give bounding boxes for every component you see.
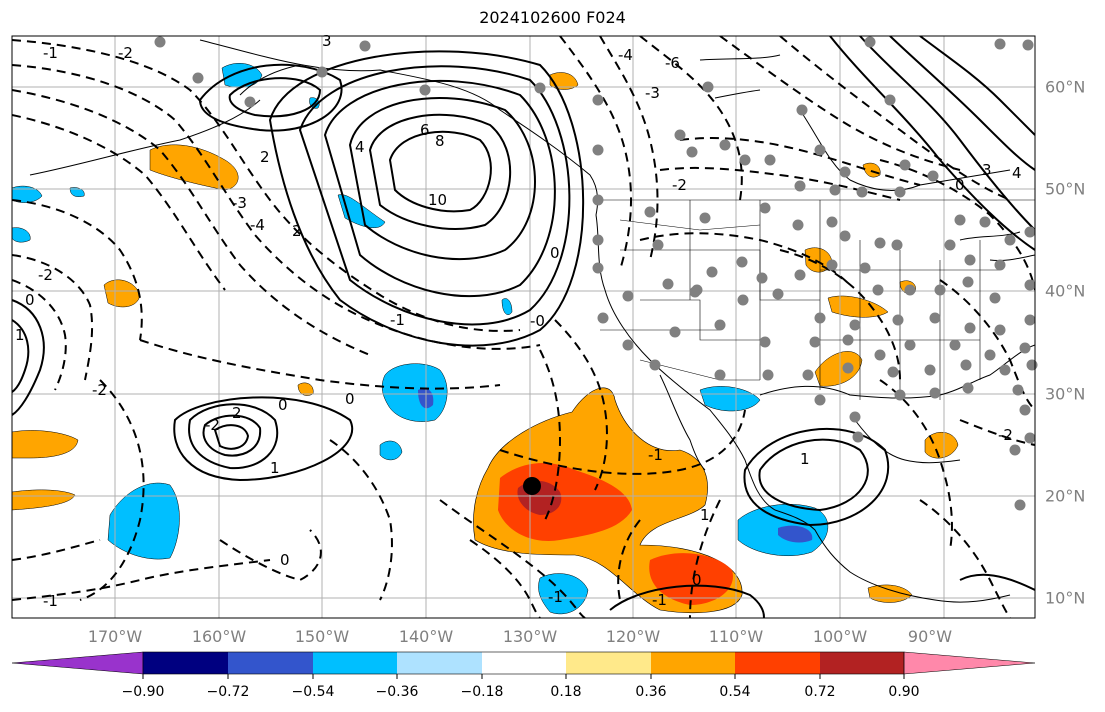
longitude-label: 150°W [294, 627, 350, 646]
colorbar-cell [482, 652, 566, 674]
contour-label: 0 [25, 291, 35, 309]
colorbar-tick-label: −0.90 [121, 684, 165, 700]
contour-label: -2 [205, 416, 220, 434]
longitude-label: 90°W [907, 627, 953, 646]
colorbar-tick-label: −0.36 [375, 684, 419, 700]
contour-label: -2 [38, 266, 53, 284]
contour-label: -4 [618, 46, 633, 64]
colorbar-cell [228, 652, 313, 674]
contour-label: 8 [435, 132, 445, 150]
contour-label: -1 [390, 311, 405, 329]
colorbar-cell [735, 652, 820, 674]
contour-label: -3 [232, 194, 247, 212]
longitude-label: 100°W [812, 627, 868, 646]
station-markers [154, 36, 1038, 511]
map-title: 2024102600 F024 [479, 8, 626, 27]
colorbar-tick-label: 0.54 [719, 684, 751, 700]
contour-label: -0 [530, 312, 545, 330]
colorbar-tick-label: 0.18 [550, 684, 582, 700]
colorbar [11, 651, 1036, 679]
lat-lon-grid [12, 36, 1035, 618]
contour-label: 0 [692, 571, 702, 589]
colorbar-cell [143, 652, 228, 674]
colorbar-tick-label: −0.72 [206, 684, 250, 700]
negative-anomaly-region [381, 363, 448, 422]
contour-label: -6 [665, 54, 680, 72]
longitude-label: 160°W [191, 627, 247, 646]
contour-label: 0 [280, 551, 290, 569]
contour-label: -1 [652, 591, 667, 609]
colorbar-cell [651, 652, 735, 674]
map-frame [11, 35, 1036, 619]
contour-label: 1 [15, 326, 25, 344]
contour-label: -2 [672, 176, 687, 194]
contour-label: 10 [428, 191, 447, 209]
longitude-label: 120°W [605, 627, 661, 646]
contour-label: -3 [645, 84, 660, 102]
anomaly-fills [12, 63, 959, 615]
contour-label: -2 [998, 426, 1013, 444]
contour-label: 2 [260, 148, 270, 166]
contour-label: 0 [550, 244, 560, 262]
colorbar-tick-label: 0.90 [888, 684, 920, 700]
longitude-label: 130°W [502, 627, 558, 646]
political-borders [596, 199, 1035, 400]
contour-label: 2 [232, 404, 242, 422]
latitude-label: 40°N [1045, 281, 1086, 301]
contour-label: 1 [270, 459, 280, 477]
contour-label: -1 [548, 588, 563, 606]
contour-label: 0 [345, 390, 355, 408]
latitude-label: 50°N [1045, 179, 1086, 199]
latitude-label: 30°N [1045, 384, 1086, 404]
contour-label: 6 [420, 121, 430, 139]
contour-label: 0 [278, 396, 288, 414]
contour-label: -2 [118, 44, 133, 62]
colorbar-cell [397, 652, 482, 674]
colorbar-cell [566, 652, 651, 674]
contour-label: 4 [355, 138, 365, 156]
colorbar-tick-label: 0.36 [635, 684, 667, 700]
contour-label: -2 [92, 381, 107, 399]
latitude-label: 60°N [1045, 77, 1086, 97]
contour-label: 3 [982, 161, 992, 179]
longitude-label: 170°W [87, 627, 143, 646]
colorbar-cell [313, 652, 397, 674]
contour-label: 2 [292, 222, 302, 240]
dashed-contours [12, 36, 1035, 618]
latitude-label: 20°N [1045, 486, 1086, 506]
longitude-label: 140°W [398, 627, 454, 646]
longitude-label: 110°W [708, 627, 764, 646]
colorbar-tick-label: −0.54 [291, 684, 335, 700]
contour-label: 3 [322, 32, 332, 50]
colorbar-cell [820, 652, 904, 674]
colorbar-cell [903, 651, 1036, 675]
contour-label: 0 [955, 176, 965, 194]
contour-label: -1 [648, 446, 663, 464]
contour-label: 4 [1012, 164, 1022, 182]
colorbar-tick-label: −0.18 [460, 684, 504, 700]
colorbar-tick-label: 0.72 [804, 684, 836, 700]
contour-label: -1 [43, 592, 58, 610]
strong-positive-anomaly-region-south [649, 553, 733, 605]
contour-label: 1 [700, 506, 710, 524]
contour-label: -1 [43, 44, 58, 62]
latitude-label: 10°N [1045, 588, 1086, 608]
contour-label: 1 [800, 450, 810, 468]
contour-label: -4 [250, 216, 265, 234]
contour-labels: -1 -2 -3 -4 6 8 10 4 2 0 -1 -2 2 1 0 0 -… [15, 32, 1022, 610]
storm-center-marker [523, 477, 541, 495]
colorbar-cell [11, 651, 144, 675]
